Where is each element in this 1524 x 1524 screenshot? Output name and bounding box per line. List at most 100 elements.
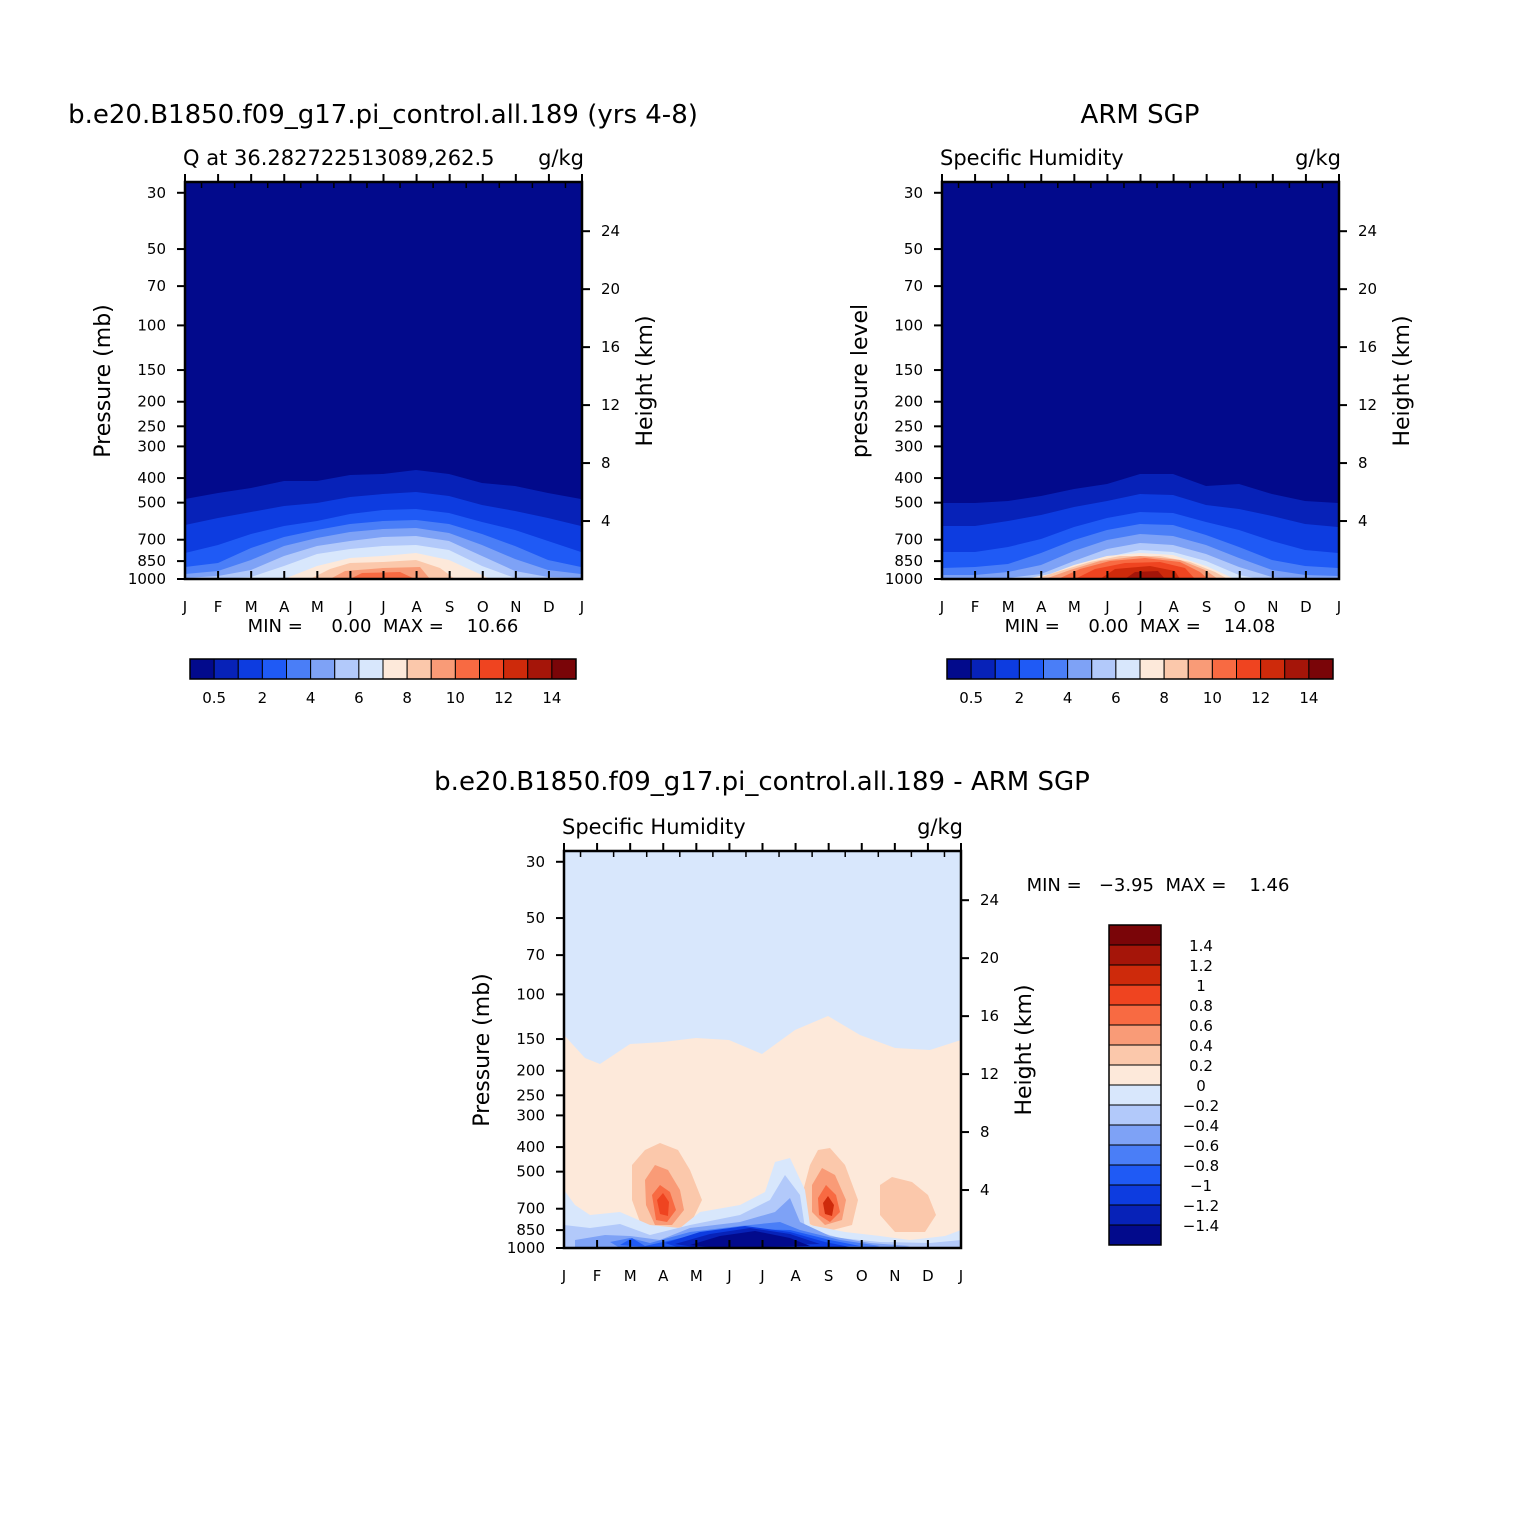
colorbar-swatch bbox=[1108, 944, 1162, 966]
y-tick-label: 850 bbox=[137, 552, 166, 570]
x-tick-label: N bbox=[889, 1267, 900, 1285]
colorbar-label: 14 bbox=[542, 689, 561, 707]
x-tick-label: J bbox=[1137, 598, 1142, 616]
y2-tick-label: 12 bbox=[980, 1065, 999, 1083]
x-tick-label: D bbox=[543, 598, 555, 616]
colorbar-label: 4 bbox=[1063, 689, 1073, 707]
colorbar-label: 0 bbox=[1196, 1077, 1206, 1095]
y-tick-label: 70 bbox=[147, 277, 166, 295]
colorbar-swatch bbox=[1108, 1124, 1162, 1146]
y-tick-label: 400 bbox=[894, 469, 923, 487]
y2-tick-label: 8 bbox=[980, 1123, 990, 1141]
x-tick-label: J bbox=[1104, 598, 1109, 616]
colorbar-swatch bbox=[406, 658, 432, 680]
colorbar-swatch bbox=[1108, 1204, 1162, 1226]
panel-obs-axes: J F M A M J J A S O N D J 30 50 70 100 150 200 250 300 400 500… bbox=[885, 174, 1377, 616]
x-tick-label: J bbox=[726, 1267, 731, 1285]
colorbar-swatch bbox=[261, 658, 287, 680]
field-lower-neg-1 bbox=[564, 1158, 961, 1248]
panel-diff-units: g/kg bbox=[917, 815, 963, 839]
x-tick-label: J bbox=[561, 1267, 566, 1285]
field-lower-neg-8 bbox=[690, 1231, 810, 1248]
field-lower-neg-3 bbox=[575, 1198, 910, 1248]
y-tick-label: 150 bbox=[137, 361, 166, 379]
panel-obs-y2label: Height (km) bbox=[1390, 315, 1415, 446]
colorbar-swatch bbox=[994, 658, 1020, 680]
colorbar-frame bbox=[1108, 924, 1162, 1246]
x-tick-label: F bbox=[214, 598, 223, 616]
y-tick-label: 100 bbox=[137, 316, 166, 334]
y2-tick-label: 16 bbox=[1358, 338, 1377, 356]
colorbar-label: 0.8 bbox=[1189, 997, 1213, 1015]
x-tick-label: J bbox=[1336, 598, 1341, 616]
colorbar-label: 10 bbox=[446, 689, 465, 707]
colorbar-label: 1.2 bbox=[1189, 957, 1213, 975]
colorbar-swatch bbox=[1108, 964, 1162, 986]
x-tick-label: M bbox=[1068, 598, 1081, 616]
colorbar-swatch bbox=[1018, 658, 1044, 680]
x-tick-label: A bbox=[790, 1267, 801, 1285]
panel-model-title: b.e20.B1850.f09_g17.pi_control.all.189 (… bbox=[68, 100, 698, 130]
panel-obs: ARM SGP Specific Humidity g/kg J F M A M J J A S… bbox=[848, 100, 1415, 707]
panel-obs-ylabel: pressure level bbox=[848, 304, 873, 458]
x-tick-label: J bbox=[347, 598, 352, 616]
x-tick-label: M bbox=[245, 598, 258, 616]
x-tick-label: M bbox=[690, 1267, 703, 1285]
colorbar-swatch bbox=[1108, 1064, 1162, 1086]
y-tick-label: 50 bbox=[904, 240, 923, 258]
colorbar-label: −1.4 bbox=[1183, 1217, 1219, 1235]
colorbar-label: 0.5 bbox=[959, 689, 983, 707]
y-tick-label: 70 bbox=[904, 277, 923, 295]
colorbar-label: 1 bbox=[1196, 977, 1206, 995]
panel-obs-subtitle: Specific Humidity bbox=[940, 146, 1124, 170]
x-tick-label: J bbox=[958, 1267, 963, 1285]
y2-tick-label: 12 bbox=[601, 396, 620, 414]
y-tick-label: 500 bbox=[137, 494, 166, 512]
colorbar-label: −1 bbox=[1190, 1177, 1212, 1195]
colorbar-swatch bbox=[1108, 924, 1162, 946]
y2-tick-label: 24 bbox=[601, 222, 620, 240]
colorbar-swatch bbox=[1211, 658, 1237, 680]
y-tick-label: 250 bbox=[137, 417, 166, 435]
x-tick-label: J bbox=[759, 1267, 764, 1285]
x-tick-label: M bbox=[624, 1267, 637, 1285]
panel-obs-field bbox=[942, 182, 1339, 579]
colorbar-swatch bbox=[1067, 658, 1093, 680]
colorbar-label: 0.6 bbox=[1189, 1017, 1213, 1035]
y-tick-label: 150 bbox=[516, 1030, 545, 1048]
colorbar-swatch bbox=[1260, 658, 1286, 680]
colorbar-swatch bbox=[1108, 1004, 1162, 1026]
y2-tick-label: 4 bbox=[980, 1181, 990, 1199]
y2-tick-label: 16 bbox=[980, 1007, 999, 1025]
y-tick-label: 850 bbox=[894, 552, 923, 570]
colorbar-swatch bbox=[286, 658, 312, 680]
colorbar-swatch bbox=[946, 658, 972, 680]
y-tick-label: 250 bbox=[894, 417, 923, 435]
y2-tick-label: 20 bbox=[601, 280, 620, 298]
y2-tick-label: 24 bbox=[980, 891, 999, 909]
y2-tick-label: 24 bbox=[1358, 222, 1377, 240]
x-tick-label: S bbox=[445, 598, 455, 616]
panel-model-subtitle: Q at 36.282722513089,262.5 bbox=[183, 146, 495, 170]
colorbar-label: 12 bbox=[494, 689, 513, 707]
panel-model-axes: J F M A M J J A S O N D J 30 50 70 100 150 200 250 300 400 500… bbox=[128, 174, 620, 616]
panel-diff-subtitle: Specific Humidity bbox=[562, 815, 746, 839]
colorbar-swatch bbox=[334, 658, 360, 680]
y-tick-label: 70 bbox=[526, 946, 545, 964]
panel-obs-units: g/kg bbox=[1295, 146, 1341, 170]
colorbar-label: −0.6 bbox=[1183, 1137, 1219, 1155]
colorbar-swatch bbox=[1043, 658, 1069, 680]
colorbar-swatch bbox=[358, 658, 384, 680]
colorbar-label: 10 bbox=[1203, 689, 1222, 707]
colorbar-label: 8 bbox=[1159, 689, 1169, 707]
colorbar-swatch bbox=[970, 658, 996, 680]
panel-model: b.e20.B1850.f09_g17.pi_control.all.189 (… bbox=[68, 100, 698, 707]
x-tick-label: F bbox=[593, 1267, 602, 1285]
colorbar-label: 0.5 bbox=[202, 689, 226, 707]
colorbar-frame bbox=[189, 658, 577, 680]
colorbar-swatch bbox=[1108, 984, 1162, 1006]
colorbar-swatch bbox=[1163, 658, 1189, 680]
panel-model-field bbox=[185, 182, 582, 579]
colorbar-label: 12 bbox=[1251, 689, 1270, 707]
panel-model-ylabel: Pressure (mb) bbox=[91, 304, 116, 458]
